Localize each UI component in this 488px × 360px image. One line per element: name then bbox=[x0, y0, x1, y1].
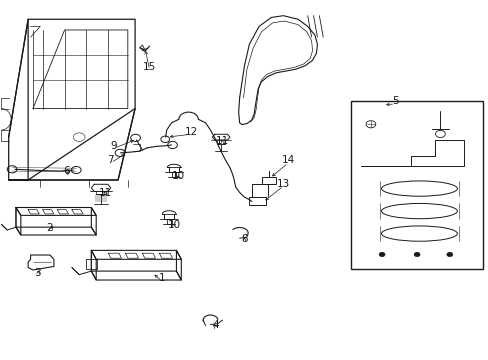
Text: 13: 13 bbox=[276, 179, 289, 189]
Text: 5: 5 bbox=[391, 96, 398, 107]
Text: 1: 1 bbox=[158, 273, 165, 283]
Text: 7: 7 bbox=[107, 156, 114, 165]
Circle shape bbox=[378, 252, 384, 257]
Text: 12: 12 bbox=[184, 127, 197, 137]
Text: 11: 11 bbox=[216, 136, 229, 146]
Text: 6: 6 bbox=[63, 166, 70, 176]
Bar bbox=[261, 177, 276, 184]
Text: 2: 2 bbox=[46, 223, 53, 233]
Text: 8: 8 bbox=[241, 234, 247, 244]
Text: 15: 15 bbox=[143, 63, 156, 72]
Text: 4: 4 bbox=[212, 320, 218, 330]
Text: 3: 3 bbox=[35, 268, 41, 278]
Bar bbox=[351, 102, 482, 269]
Bar bbox=[86, 258, 97, 269]
Text: 14: 14 bbox=[281, 156, 294, 165]
Bar bbox=[249, 197, 266, 205]
Text: 9: 9 bbox=[110, 141, 116, 151]
Circle shape bbox=[413, 252, 419, 257]
Text: 10: 10 bbox=[167, 220, 180, 230]
Text: 10: 10 bbox=[172, 171, 185, 181]
Text: 11: 11 bbox=[99, 188, 112, 198]
Circle shape bbox=[446, 252, 452, 257]
